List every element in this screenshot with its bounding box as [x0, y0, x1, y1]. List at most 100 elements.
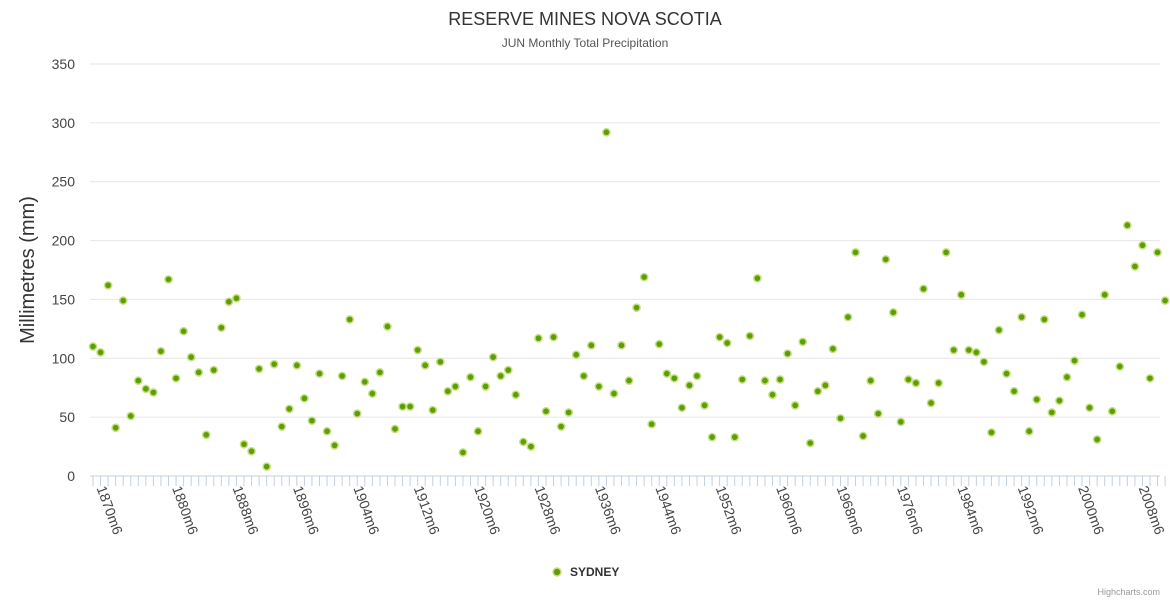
data-point-1923[interactable] — [496, 371, 506, 381]
data-point-1899[interactable] — [315, 369, 324, 378]
data-point-1905[interactable] — [360, 377, 370, 387]
data-point-1956[interactable] — [745, 331, 755, 341]
data-point-1973[interactable] — [873, 409, 883, 418]
data-point-1982[interactable] — [941, 247, 951, 257]
data-point-2000[interactable] — [1077, 310, 1087, 320]
data-point-1965[interactable] — [813, 386, 823, 396]
data-point-1935[interactable] — [586, 340, 596, 350]
data-point-1977[interactable] — [904, 375, 913, 384]
data-point-1942[interactable] — [639, 272, 649, 282]
data-point-2004[interactable] — [1107, 406, 1117, 416]
data-point-1967[interactable] — [828, 344, 838, 354]
data-point-2002[interactable] — [1092, 435, 1102, 444]
data-point-1966[interactable] — [821, 381, 830, 390]
data-point-1949[interactable] — [692, 371, 702, 381]
credits-link[interactable]: Highcharts.com — [1097, 587, 1160, 597]
data-point-1974[interactable] — [881, 255, 891, 264]
data-point-1971[interactable] — [858, 431, 868, 441]
legend[interactable]: SYDNEY — [552, 565, 619, 579]
data-point-1960[interactable] — [775, 375, 785, 384]
data-point-1906[interactable] — [368, 389, 377, 398]
data-point-1968[interactable] — [836, 413, 845, 423]
data-point-2003[interactable] — [1100, 290, 1110, 300]
data-point-1930[interactable] — [549, 332, 558, 342]
data-point-1882[interactable] — [186, 352, 196, 362]
data-point-2011[interactable] — [1160, 296, 1170, 305]
data-point-1888[interactable] — [232, 293, 241, 303]
data-point-1990[interactable] — [1002, 369, 1011, 378]
data-point-1918[interactable] — [458, 448, 468, 457]
data-point-1873[interactable] — [118, 296, 128, 305]
data-point-1957[interactable] — [753, 273, 762, 283]
data-point-1955[interactable] — [737, 375, 747, 384]
data-point-1992[interactable] — [1017, 312, 1027, 322]
data-point-1900[interactable] — [322, 426, 332, 436]
data-point-1922[interactable] — [488, 352, 498, 362]
data-point-1975[interactable] — [888, 308, 898, 317]
data-point-2010[interactable] — [1153, 247, 1162, 257]
data-point-1883[interactable] — [194, 368, 204, 377]
data-point-1927[interactable] — [526, 442, 536, 451]
data-point-1947[interactable] — [677, 403, 687, 413]
data-point-1881[interactable] — [179, 326, 188, 336]
data-point-1912[interactable] — [413, 345, 422, 355]
data-point-1885[interactable] — [209, 365, 219, 375]
data-point-1920[interactable] — [473, 426, 483, 436]
data-point-1911[interactable] — [405, 402, 415, 411]
data-point-1878[interactable] — [156, 346, 166, 356]
data-point-1987[interactable] — [979, 357, 989, 367]
data-point-1984[interactable] — [956, 290, 966, 300]
data-point-2005[interactable] — [1115, 362, 1125, 371]
data-point-1870[interactable] — [96, 348, 105, 357]
data-point-1913[interactable] — [420, 360, 430, 370]
data-point-1937[interactable] — [602, 127, 611, 137]
data-point-1997[interactable] — [1055, 396, 1064, 406]
data-point-1995[interactable] — [1039, 315, 1049, 324]
data-point-1889[interactable] — [239, 439, 249, 449]
data-point-1981[interactable] — [934, 378, 943, 388]
data-point-1924[interactable] — [503, 365, 513, 375]
data-point-1921[interactable] — [481, 382, 490, 391]
data-point-1908[interactable] — [383, 322, 392, 331]
data-point-1910[interactable] — [398, 402, 407, 411]
data-point-1980[interactable] — [926, 398, 936, 408]
data-point-1917[interactable] — [451, 382, 460, 391]
data-point-1896[interactable] — [292, 360, 302, 370]
data-point-1919[interactable] — [466, 372, 475, 382]
data-point-1925[interactable] — [511, 390, 521, 400]
data-point-1895[interactable] — [284, 404, 294, 414]
data-point-1904[interactable] — [352, 409, 362, 418]
data-point-1958[interactable] — [760, 376, 770, 386]
data-point-2006[interactable] — [1123, 220, 1132, 230]
data-point-1983[interactable] — [949, 345, 959, 355]
data-point-1948[interactable] — [685, 381, 694, 390]
data-point-1986[interactable] — [972, 348, 981, 357]
data-point-2008[interactable] — [1138, 240, 1147, 250]
data-point-1898[interactable] — [307, 416, 317, 426]
data-point-1890[interactable] — [247, 446, 256, 456]
data-point-1871[interactable] — [103, 280, 113, 290]
data-point-1988[interactable] — [987, 428, 996, 437]
data-point-1886[interactable] — [217, 323, 226, 333]
data-point-1891[interactable] — [254, 364, 264, 374]
data-point-1946[interactable] — [670, 373, 679, 383]
data-point-1926[interactable] — [519, 437, 528, 447]
data-point-1979[interactable] — [919, 284, 928, 294]
data-point-1989[interactable] — [994, 325, 1004, 335]
data-point-1950[interactable] — [700, 401, 709, 410]
data-point-1953[interactable] — [722, 338, 732, 348]
data-point-1943[interactable] — [647, 419, 657, 429]
data-point-1932[interactable] — [564, 408, 574, 417]
data-point-1903[interactable] — [345, 315, 355, 324]
data-point-1962[interactable] — [790, 401, 800, 410]
data-point-1892[interactable] — [262, 462, 271, 471]
data-point-1879[interactable] — [164, 275, 173, 284]
data-point-1894[interactable] — [277, 422, 287, 431]
data-point-2007[interactable] — [1130, 262, 1140, 271]
data-point-1969[interactable] — [843, 312, 853, 322]
data-point-1884[interactable] — [201, 430, 211, 440]
data-point-2009[interactable] — [1145, 373, 1155, 383]
data-point-1944[interactable] — [654, 339, 664, 349]
data-point-2001[interactable] — [1085, 403, 1094, 413]
data-point-1940[interactable] — [624, 376, 634, 386]
